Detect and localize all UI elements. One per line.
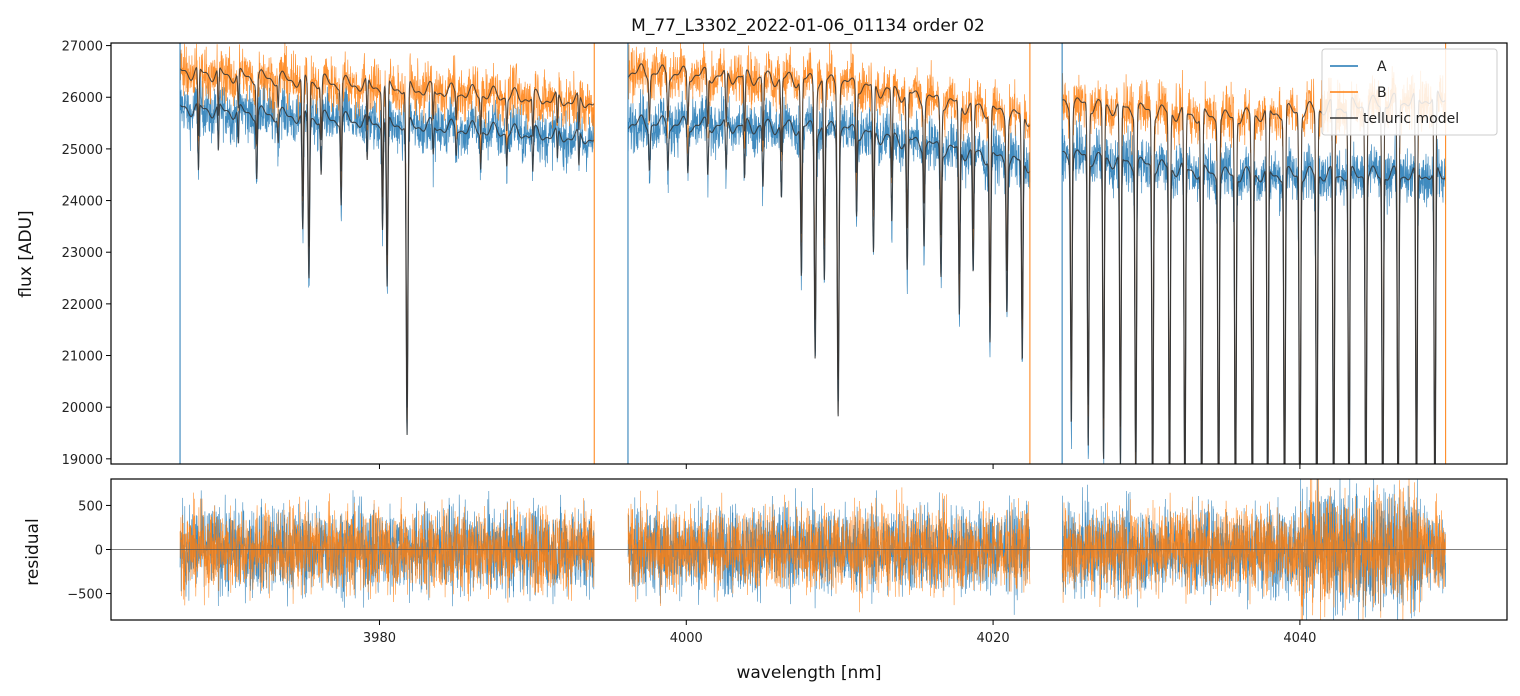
residual-b-segment-1 xyxy=(627,487,1031,613)
bottom-plot-area xyxy=(111,479,1507,620)
telluric-model-b-segment-1 xyxy=(627,63,1031,380)
top-y-tick-label: 23000 xyxy=(62,246,103,261)
top-y-tick-label: 25000 xyxy=(62,143,103,158)
top-y-tick-label: 22000 xyxy=(62,298,103,313)
top-axes-frame xyxy=(110,42,1508,465)
bottom-x-tick-label: 4040 xyxy=(1283,631,1316,646)
legend-label-a: A xyxy=(1377,59,1387,75)
bottom-x-tick-label: 4000 xyxy=(670,631,703,646)
legend-label-model: telluric model xyxy=(1363,111,1459,127)
legend-frame xyxy=(1321,48,1498,136)
bottom-x-tick-label: 4020 xyxy=(977,631,1010,646)
bottom-y-tick-label: 500 xyxy=(78,499,103,514)
x-axis-label: wavelength [nm] xyxy=(736,663,881,683)
telluric-model-b-segment-2 xyxy=(1062,90,1446,464)
top-y-tick-label: 26000 xyxy=(62,91,103,106)
top-y-axis-label: flux [ADU] xyxy=(16,210,36,297)
legend: A B telluric model xyxy=(1321,48,1498,136)
telluric-model-a-segment-0 xyxy=(179,103,595,436)
telluric-model-b-segment-0 xyxy=(179,66,595,408)
bottom-x-axis: 3980 4000 4020 4040 xyxy=(363,620,1316,646)
bottom-y-tick-label: 0 xyxy=(95,544,103,559)
chart-title: M_77_L3302_2022-01-06_01134 order 02 xyxy=(631,16,985,36)
top-x-axis xyxy=(378,464,1301,469)
bottom-x-tick-label: 3980 xyxy=(363,631,396,646)
top-y-axis: 19000 20000 21000 22000 23000 24000 25000 26000… xyxy=(62,40,111,468)
top-panel: M_77_L3302_2022-01-06_01134 order 02 190… xyxy=(16,16,1508,469)
top-y-tick-label: 19000 xyxy=(62,453,103,468)
bottom-y-axis-label: residual xyxy=(23,518,43,585)
telluric-model-a-segment-1 xyxy=(627,114,1031,417)
legend-label-b: B xyxy=(1377,85,1387,101)
top-y-tick-label: 21000 xyxy=(62,350,103,365)
residual-b-segment-0 xyxy=(179,492,595,606)
residual-b-segment-2 xyxy=(1061,479,1446,620)
top-y-tick-label: 20000 xyxy=(62,401,103,416)
series-a-segment-1 xyxy=(627,86,1031,402)
top-y-tick-label: 27000 xyxy=(62,40,103,55)
bottom-y-tick-label: −500 xyxy=(67,588,103,603)
bottom-y-axis: −500 0 500 xyxy=(67,499,111,603)
series-b-segment-1 xyxy=(627,43,1031,380)
bottom-panel: −500 0 500 3980 4000 4020 4040 residual wavel… xyxy=(23,478,1508,683)
top-plot-area xyxy=(179,43,1447,464)
top-y-tick-label: 24000 xyxy=(62,195,103,210)
